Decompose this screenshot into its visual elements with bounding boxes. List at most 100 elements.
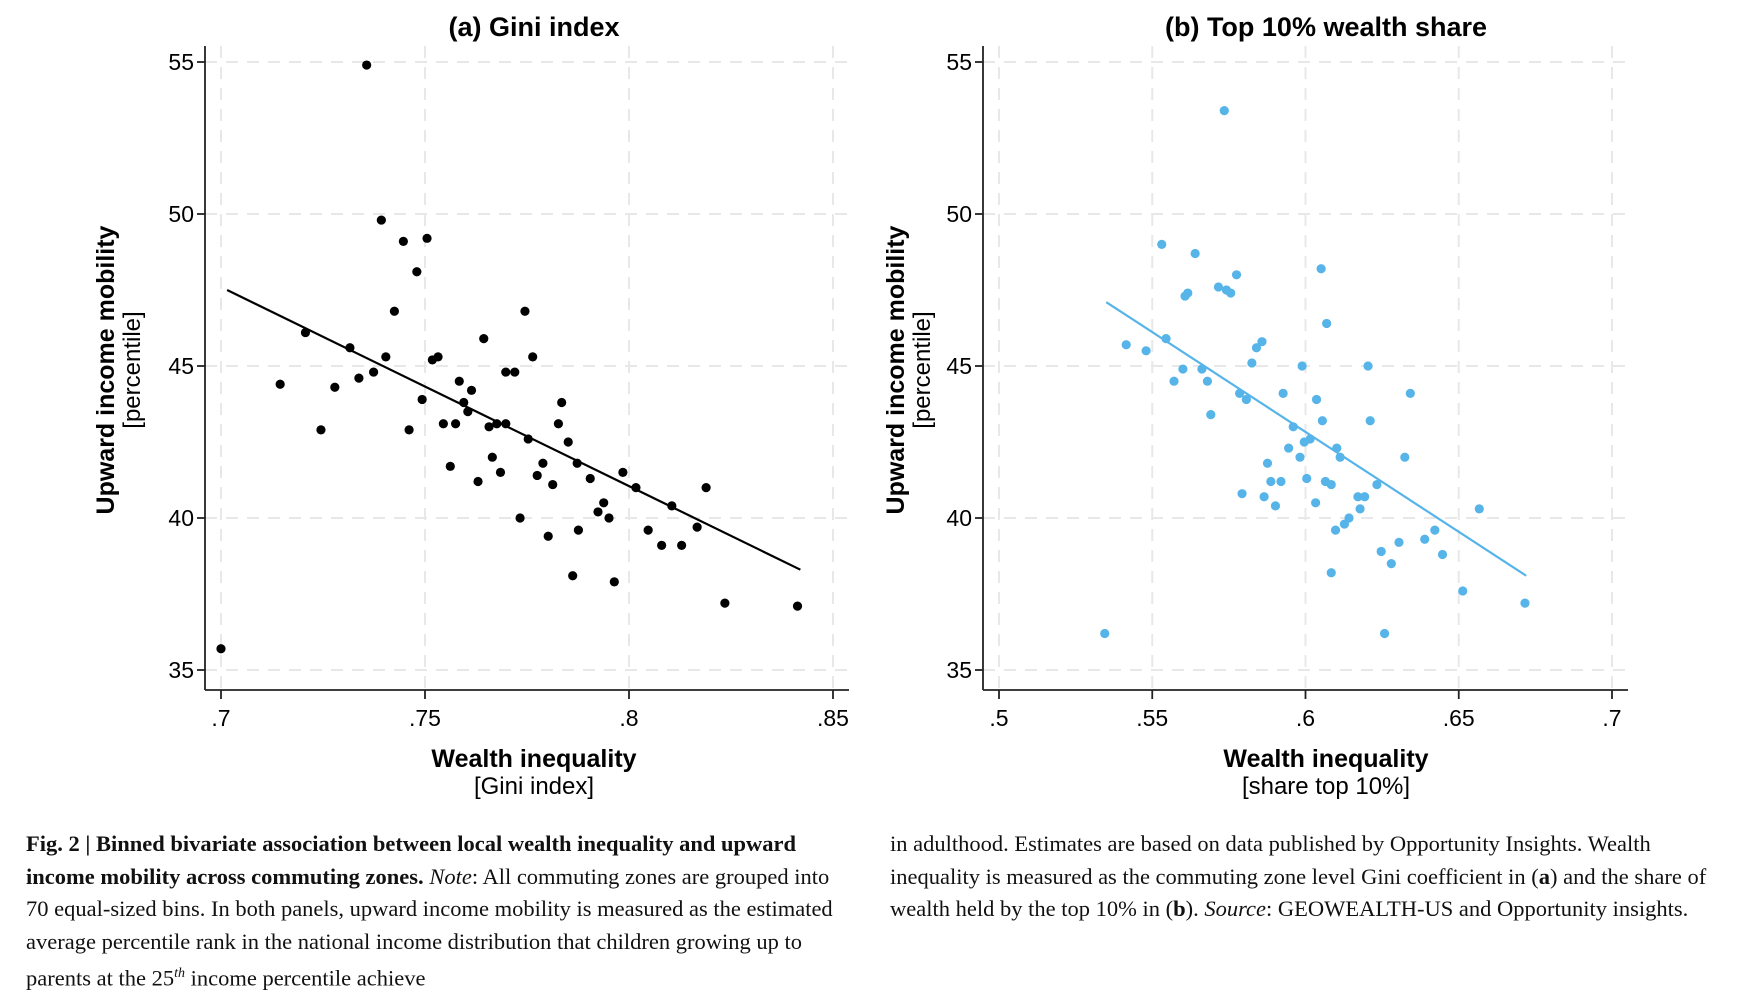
data-point bbox=[459, 397, 469, 408]
data-point bbox=[1317, 416, 1327, 426]
data-point bbox=[1213, 282, 1224, 292]
data-point bbox=[1386, 559, 1396, 569]
data-point bbox=[1141, 346, 1151, 356]
regression-line bbox=[226, 289, 801, 571]
data-point bbox=[422, 233, 432, 243]
data-point bbox=[1295, 452, 1305, 462]
data-point bbox=[568, 571, 578, 581]
data-point bbox=[1247, 358, 1257, 368]
data-point bbox=[1326, 568, 1336, 578]
data-point bbox=[573, 525, 584, 535]
data-point bbox=[501, 367, 511, 377]
data-point bbox=[510, 367, 520, 377]
data-point bbox=[1339, 519, 1350, 529]
data-point bbox=[1363, 361, 1373, 371]
data-point bbox=[557, 397, 567, 408]
data-point bbox=[1161, 334, 1171, 344]
data-point bbox=[1420, 534, 1430, 544]
panel-b-title: (b) Top 10% wealth share bbox=[1165, 12, 1487, 42]
panel-a-y-axis-subtitle: [percentile] bbox=[119, 311, 146, 428]
y-tick-label: 45 bbox=[946, 353, 972, 379]
data-point bbox=[1520, 598, 1530, 608]
caption-note-text-cont: income percentile achieve bbox=[184, 965, 426, 991]
data-point bbox=[1379, 628, 1390, 639]
panel-a-fit-line bbox=[226, 289, 801, 571]
caption-source-label: Source bbox=[1204, 896, 1266, 921]
data-point bbox=[354, 373, 364, 383]
data-point bbox=[466, 385, 477, 395]
data-point bbox=[1169, 376, 1179, 386]
caption-right-column: in adulthood. Estimates are based on dat… bbox=[890, 828, 1720, 926]
x-tick-label: .75 bbox=[409, 705, 441, 731]
y-tick-label: 50 bbox=[168, 201, 194, 227]
data-point bbox=[398, 236, 408, 246]
data-point bbox=[438, 419, 448, 429]
data-point bbox=[1335, 452, 1345, 462]
data-point bbox=[487, 452, 497, 462]
data-point bbox=[1241, 394, 1251, 405]
data-point bbox=[389, 306, 399, 316]
data-point bbox=[1257, 337, 1267, 347]
y-tick-label: 40 bbox=[946, 505, 972, 531]
figure: (a) Gini index 35 40 45 50 55 .7 .75 .8 .85 Weal… bbox=[92, 12, 1628, 800]
x-tick-label: .6 bbox=[1296, 705, 1315, 731]
data-point bbox=[376, 215, 386, 225]
data-point bbox=[720, 598, 730, 608]
data-point bbox=[1311, 394, 1322, 405]
caption-right-text-2: ) and the share of wealth held by the to… bbox=[890, 863, 1707, 922]
data-point bbox=[1316, 264, 1326, 274]
regression-line bbox=[1105, 301, 1527, 577]
data-point bbox=[1400, 452, 1410, 462]
data-point bbox=[1178, 364, 1188, 374]
panel-b-x-axis-title: Wealth inequality bbox=[1223, 745, 1428, 773]
caption-superscript: th bbox=[174, 966, 185, 981]
data-point bbox=[563, 437, 573, 447]
data-point bbox=[1376, 546, 1386, 557]
data-point bbox=[792, 601, 803, 611]
data-point bbox=[495, 467, 506, 477]
panel-b-grid bbox=[983, 46, 1628, 690]
panel-b-points bbox=[1100, 106, 1530, 639]
x-tick-label: .55 bbox=[1136, 705, 1168, 731]
data-point bbox=[368, 367, 379, 377]
data-point bbox=[692, 522, 702, 532]
data-point bbox=[1353, 492, 1363, 502]
data-point bbox=[1276, 476, 1286, 487]
data-point bbox=[643, 525, 653, 535]
data-point bbox=[330, 382, 340, 392]
data-point bbox=[300, 327, 311, 338]
data-point bbox=[1330, 525, 1341, 535]
data-point bbox=[479, 334, 489, 344]
data-point bbox=[345, 343, 355, 353]
data-point bbox=[433, 352, 443, 362]
y-tick-label: 50 bbox=[946, 201, 972, 227]
data-point bbox=[445, 461, 455, 471]
panel-b-x-axis-subtitle: [share top 10%] bbox=[1242, 773, 1410, 800]
data-point bbox=[1219, 106, 1229, 116]
data-point bbox=[1437, 549, 1448, 560]
data-point bbox=[451, 419, 461, 429]
data-point bbox=[1322, 318, 1332, 329]
caption-right-text-3: ). bbox=[1185, 896, 1205, 921]
data-point bbox=[501, 419, 511, 429]
data-point bbox=[1121, 340, 1131, 350]
data-point bbox=[316, 425, 326, 435]
caption-title: Binned bivariate association between loc… bbox=[26, 831, 797, 889]
data-point bbox=[492, 419, 502, 429]
data-point bbox=[1297, 361, 1307, 371]
x-tick-label: .65 bbox=[1443, 705, 1475, 731]
panel-a-gini-index: (a) Gini index 35 40 45 50 55 .7 .75 .8 .85 Weal… bbox=[92, 12, 849, 800]
data-point bbox=[585, 473, 595, 484]
y-tick-label: 35 bbox=[168, 657, 194, 683]
data-point bbox=[1278, 388, 1288, 398]
data-point bbox=[1251, 343, 1262, 353]
data-point bbox=[538, 458, 548, 468]
data-point bbox=[275, 379, 285, 389]
panel-b-y-axis-subtitle: [percentile] bbox=[909, 311, 936, 428]
data-point bbox=[618, 467, 628, 477]
caption-note-label: Note bbox=[429, 863, 472, 889]
panel-a-axes: 35 40 45 50 55 .7 .75 .8 .85 bbox=[168, 46, 849, 731]
data-point bbox=[1237, 489, 1247, 499]
panel-a-x-axis-title: Wealth inequality bbox=[431, 745, 636, 773]
panel-b-fit-line bbox=[1105, 301, 1527, 577]
